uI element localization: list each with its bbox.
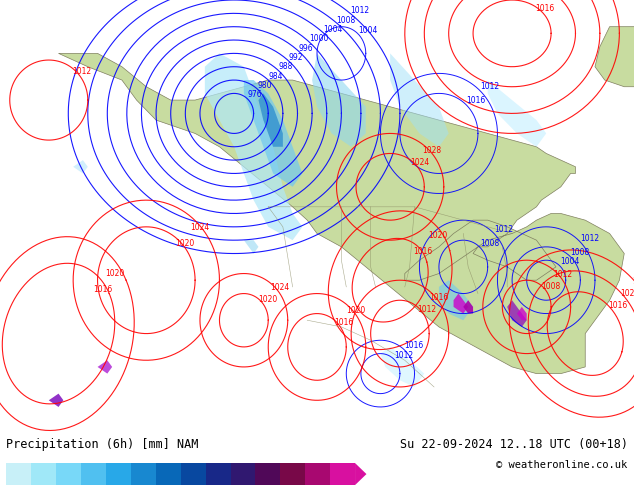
Text: 1024: 1024 [190,223,209,232]
Text: 1012: 1012 [494,225,513,234]
Text: 1020: 1020 [428,231,448,240]
Text: 1012: 1012 [394,351,413,360]
Text: 996: 996 [299,44,314,53]
Text: 1012: 1012 [480,82,499,92]
Text: 1016: 1016 [335,318,354,327]
Polygon shape [517,307,527,320]
Text: 1020: 1020 [346,306,366,315]
Text: 1016: 1016 [94,285,113,294]
Text: 988: 988 [278,62,293,72]
Polygon shape [58,53,624,373]
Text: 1004: 1004 [323,25,342,34]
Text: 1024: 1024 [270,283,290,292]
Polygon shape [259,94,283,147]
Text: 1012: 1012 [72,67,91,76]
Text: 1016: 1016 [536,4,555,13]
Polygon shape [390,53,449,147]
Polygon shape [488,80,547,147]
Polygon shape [98,360,112,373]
Text: 976: 976 [248,91,262,99]
Polygon shape [73,160,87,173]
Text: 1000: 1000 [309,34,328,43]
Text: 1020: 1020 [620,289,634,297]
Text: 1024: 1024 [632,276,634,286]
Text: 1016: 1016 [429,293,448,301]
Text: 1012: 1012 [553,270,572,279]
Text: 1020: 1020 [176,239,195,248]
Polygon shape [595,26,634,87]
Text: 992: 992 [288,53,303,62]
Text: 1004: 1004 [560,257,579,266]
Polygon shape [205,53,302,240]
Polygon shape [244,240,259,253]
Text: 1008: 1008 [570,248,590,257]
Text: 1016: 1016 [466,97,486,105]
Polygon shape [380,347,424,387]
Text: 1024: 1024 [411,158,430,167]
Text: 1008: 1008 [337,16,356,24]
Text: Su 22-09-2024 12..18 UTC (00+18): Su 22-09-2024 12..18 UTC (00+18) [399,438,628,451]
Text: 984: 984 [268,72,283,81]
Text: 1020: 1020 [259,295,278,304]
Text: 1016: 1016 [413,247,433,256]
Text: 1016: 1016 [609,300,628,310]
Polygon shape [312,53,366,147]
Text: © weatheronline.co.uk: © weatheronline.co.uk [496,460,628,469]
Polygon shape [439,280,473,320]
Text: 1012: 1012 [417,305,437,314]
Text: 980: 980 [258,81,273,90]
Polygon shape [507,300,527,327]
Polygon shape [244,80,302,187]
Text: 1012: 1012 [580,234,600,243]
Text: Precipitation (6h) [mm] NAM: Precipitation (6h) [mm] NAM [6,438,198,451]
Text: 1028: 1028 [422,146,441,155]
Polygon shape [453,294,468,314]
Text: 1020: 1020 [105,269,125,277]
Text: 1008: 1008 [481,239,500,248]
Text: 1016: 1016 [404,341,424,350]
Polygon shape [463,300,473,314]
Polygon shape [49,393,63,407]
Text: 1012: 1012 [350,6,369,15]
Text: 1020: 1020 [550,0,569,1]
Text: 1008: 1008 [541,282,560,291]
Text: 1004: 1004 [358,25,378,35]
